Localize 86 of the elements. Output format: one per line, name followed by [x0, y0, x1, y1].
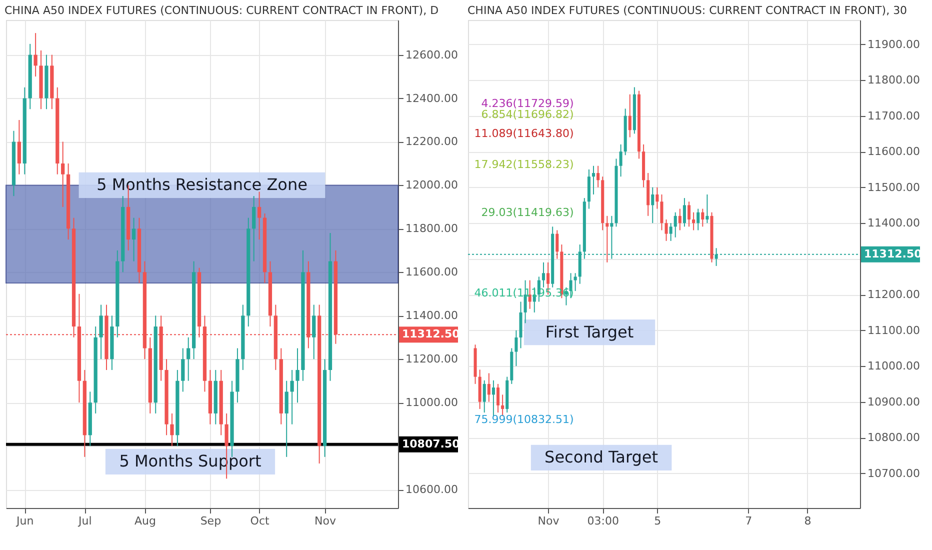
candlestick — [181, 348, 185, 392]
candlestick — [696, 208, 700, 231]
candlestick — [34, 32, 38, 78]
x-tick-label: 5 — [654, 514, 662, 528]
candlestick — [574, 272, 577, 292]
annotation: 4.236(11729.59) — [481, 96, 574, 110]
candlestick — [186, 336, 190, 382]
annotation: First Target — [545, 322, 634, 342]
candlestick — [678, 208, 682, 231]
candlestick — [687, 201, 691, 228]
candlestick — [170, 412, 174, 447]
y-tick-label: 12600.00 — [406, 48, 458, 62]
ref-line-label: 11312.50 — [402, 328, 460, 341]
candlestick — [99, 304, 103, 360]
y-tick-label: 10800.00 — [868, 431, 920, 444]
y-tick-label: 11800.00 — [868, 74, 920, 87]
y-tick-label: 12400.00 — [406, 92, 458, 105]
y-tick-label: 11700.00 — [868, 109, 920, 122]
x-tick-label: Nov — [314, 514, 337, 528]
candlestick — [706, 194, 709, 224]
y-tick-label: 11000.00 — [868, 360, 920, 373]
candlestick — [514, 330, 518, 367]
candlestick — [61, 141, 65, 208]
candlestick — [682, 198, 686, 228]
annotation: 29.03(11419.63) — [481, 206, 574, 220]
candlestick — [257, 191, 262, 240]
y-tick-label: 11800.00 — [406, 222, 458, 236]
x-tick-label: 8 — [804, 514, 812, 528]
candlestick — [674, 212, 677, 238]
chart-title: CHINA A50 INDEX FUTURES (CONTINUOUS: CURRENT CONTRACT IN FRONT), 30 — [468, 4, 908, 17]
candlestick — [542, 262, 546, 288]
annotation: 11.089(11643.80) — [474, 127, 574, 140]
y-tick-label: 11900.00 — [868, 38, 920, 51]
annotation: 17.942(11558.23) — [474, 158, 574, 171]
x-tick-label: 7 — [745, 514, 752, 528]
x-tick-label: 03:00 — [587, 514, 619, 528]
y-tick-label: 11600.00 — [406, 266, 458, 279]
y-tick-label: 11600.00 — [868, 145, 920, 158]
candlestick — [284, 380, 288, 458]
y-tick-label: 11000.00 — [406, 396, 458, 410]
candlestick — [701, 208, 704, 228]
candlestick — [132, 217, 136, 262]
x-tick-label: Oct — [250, 514, 270, 528]
candlestick — [296, 348, 300, 404]
y-tick-label: 12000.00 — [406, 178, 458, 192]
candlestick — [482, 380, 486, 414]
annotation: 6.854(11696.82) — [481, 108, 574, 122]
ref-line-label: 11312.50 — [864, 247, 922, 260]
y-tick-label: 11400.00 — [406, 309, 458, 322]
candlestick — [651, 186, 654, 224]
annotation: 75.999(10832.51) — [474, 413, 574, 426]
candlestick — [592, 165, 596, 195]
candlestick — [252, 196, 256, 262]
candlestick — [692, 212, 696, 231]
band-label: 5 Months Resistance Zone — [96, 175, 308, 194]
candlestick — [496, 383, 500, 414]
ref-line-label: 10807.50 — [402, 437, 460, 450]
x-tick-label: Jun — [16, 514, 34, 528]
candlestick — [290, 369, 294, 425]
chart-title: CHINA A50 INDEX FUTURES (CONTINUOUS: CURRENT CONTRACT IN FRONT), D — [4, 4, 439, 17]
x-tick-label: Jul — [78, 514, 92, 528]
y-tick-label: 11200.00 — [406, 352, 458, 366]
candlestick — [596, 165, 600, 188]
candlestick — [660, 194, 664, 231]
candlestick — [487, 372, 490, 402]
candlestick — [664, 218, 668, 242]
candlestick — [556, 230, 559, 260]
y-tick-label: 10700.00 — [868, 466, 920, 480]
candlestick — [606, 215, 609, 263]
candlestick — [628, 94, 632, 138]
y-tick-label: 10600.00 — [406, 483, 458, 496]
candlestick — [17, 119, 22, 175]
x-tick-label: Nov — [538, 514, 560, 528]
candlestick — [669, 222, 672, 242]
y-tick-label: 11100.00 — [868, 324, 920, 337]
annotation: Second Target — [544, 448, 658, 467]
y-tick-label: 10900.00 — [868, 395, 920, 408]
y-tick-label: 11400.00 — [868, 216, 920, 230]
x-tick-label: Sep — [200, 514, 222, 528]
candlestick — [312, 304, 316, 360]
y-tick-label: 11500.00 — [868, 180, 920, 194]
y-tick-label: 11200.00 — [868, 288, 920, 302]
candlestick — [619, 144, 622, 178]
x-tick-label: Aug — [134, 514, 156, 528]
candlestick — [656, 186, 659, 210]
y-tick-label: 12200.00 — [406, 135, 458, 148]
